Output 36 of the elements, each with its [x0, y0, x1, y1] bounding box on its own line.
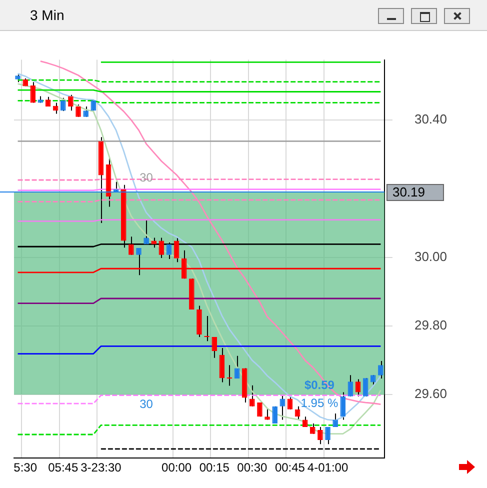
- x-tick-label: 3-23:30: [80, 460, 122, 475]
- candlestick: [325, 426, 330, 445]
- candlestick: [340, 392, 346, 420]
- candlestick: [257, 402, 262, 418]
- candlestick: [332, 413, 338, 428]
- candlestick: [196, 305, 202, 338]
- y-tick-label: 29.80: [414, 318, 448, 333]
- candlestick: [219, 347, 225, 383]
- x-tick-label: 00:45: [274, 460, 306, 475]
- x-tick-label: 00:15: [199, 460, 230, 475]
- candlestick: [30, 82, 36, 104]
- candlestick: [348, 374, 354, 397]
- candlestick: [355, 378, 361, 397]
- annotation: 30: [140, 396, 154, 411]
- candlestick: [302, 416, 308, 428]
- y-tick-label: 29.60: [414, 386, 448, 402]
- x-tick-label: 05:45: [48, 460, 78, 475]
- candlestick: [60, 97, 66, 112]
- x-tick-label: 5:30: [14, 460, 38, 475]
- candlestick: [212, 336, 217, 358]
- candlestick: [280, 395, 286, 420]
- ref-line-label: 30.19: [392, 184, 426, 200]
- candlestick: [318, 426, 323, 445]
- chart-title: 3 Min: [30, 7, 64, 23]
- candlestick: [234, 355, 240, 380]
- y-tick-label: 30.40: [414, 111, 448, 126]
- candlestick: [68, 94, 74, 112]
- candlestick: [136, 248, 142, 276]
- y-tick-label: 30.00: [414, 248, 448, 264]
- x-tick-label: 00:00: [162, 460, 192, 475]
- candlestick: [250, 384, 255, 407]
- x-tick-label: 00:30: [237, 460, 268, 475]
- candlestick: [226, 364, 232, 386]
- x-tick-label: 4-01:00: [307, 460, 348, 475]
- annotation: 1.95 %: [300, 396, 338, 410]
- candlestick: [76, 104, 81, 118]
